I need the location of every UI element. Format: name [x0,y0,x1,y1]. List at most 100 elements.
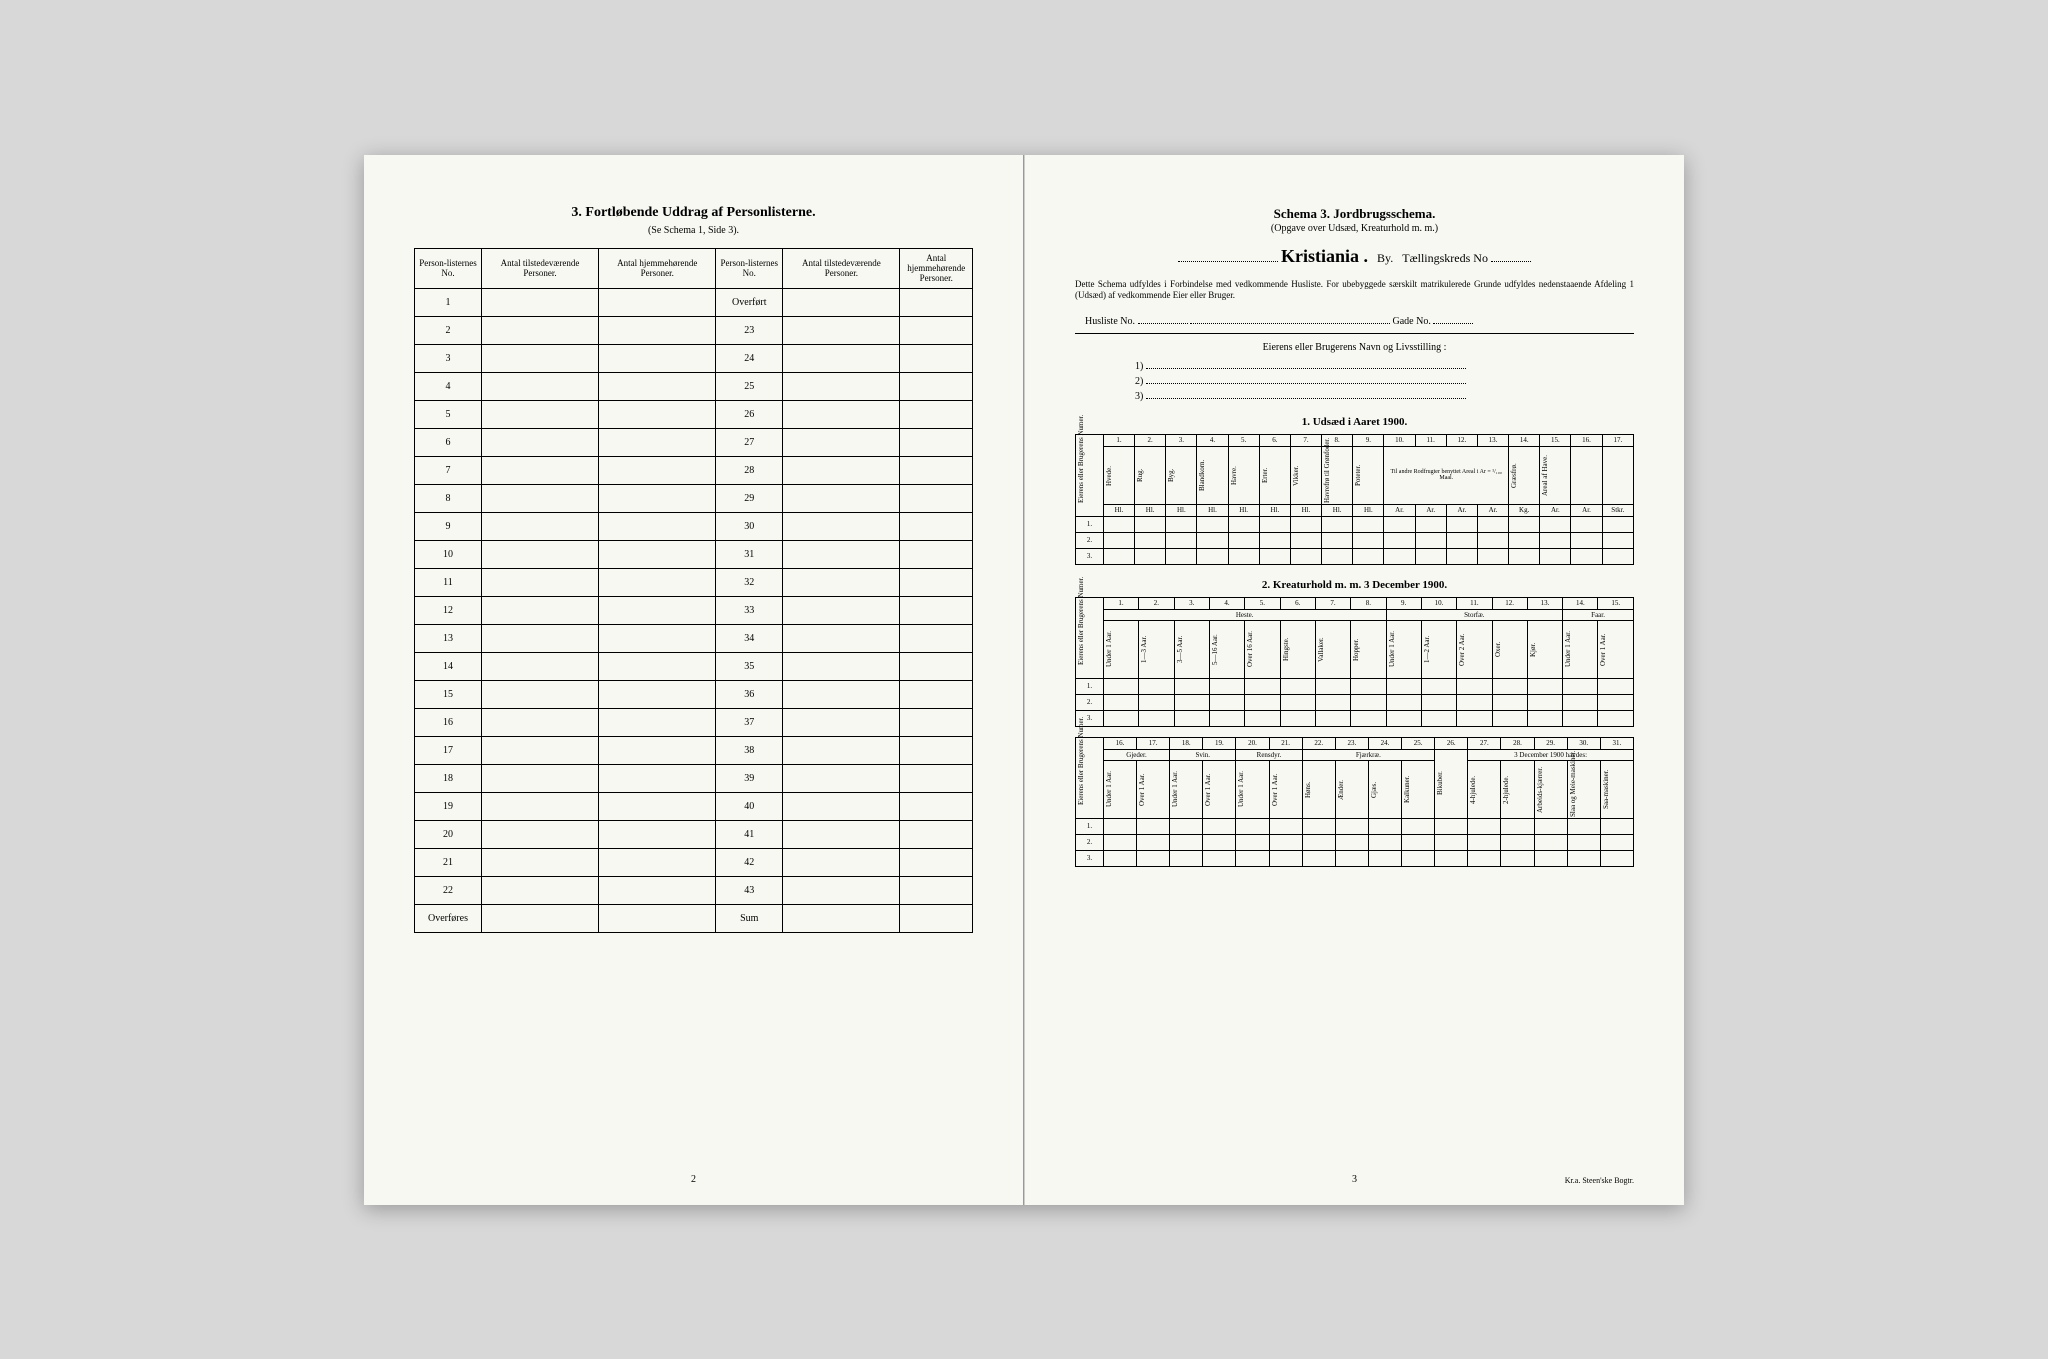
table-row: 12 33 [415,596,973,624]
kreatur-table: Eierens eller Brugerens Numer.1.2.3.4.5.… [1075,597,1634,727]
table-row: 2 23 [415,316,973,344]
row-no: 20 [415,820,482,848]
section1-title: 1. Udsæd i Aaret 1900. [1075,416,1634,428]
row-no-r: 30 [716,512,783,540]
row-no-r: 32 [716,568,783,596]
husliste-label: Husliste No. [1085,316,1135,327]
intro-text: Dette Schema udfyldes i Forbindelse med … [1075,279,1634,302]
table-row: Overføres Sum [415,904,973,932]
book-spread: 3. Fortløbende Uddrag af Personlisterne.… [364,155,1684,1205]
table-row: 1536 [415,680,973,708]
row-no: 6 [415,428,482,456]
row-no-r: 38 [716,736,783,764]
city-line: Kristiania . By. Tællingskreds No [1075,246,1634,267]
th-col2: Antal tilstedeværende Personer. [481,248,598,288]
num-3-line [1146,398,1466,399]
row-no-r: 34 [716,624,783,652]
th-col4: Person-listernes No. [716,248,783,288]
table-row: 7 28 [415,456,973,484]
row-no: 15 [415,680,482,708]
udsaed-table: Eierens eller Brugerens Numer.1.2.3.4.5.… [1075,434,1634,565]
kreds-label: Tællingskreds No [1402,251,1488,265]
left-title: 3. Fortløbende Uddrag af Personlisterne. [414,205,973,221]
row-no-r: 27 [716,428,783,456]
table-row: 1839 [415,764,973,792]
table-row: 1 Overført [415,288,973,316]
table-row: 1940 [415,792,973,820]
by-label: By. [1377,251,1393,265]
row-no: Overføres [415,904,482,932]
row-no: 8 [415,484,482,512]
husliste-line: Husliste No. Gade No. [1075,316,1634,327]
table-row: 8 29 [415,484,973,512]
person-table: Person-listernes No. Antal tilstedeværen… [414,248,973,933]
row-no-r: 39 [716,764,783,792]
row-no: 21 [415,848,482,876]
num-1: 1) [1135,361,1143,372]
th-col1: Person-listernes No. [415,248,482,288]
row-no: 1 [415,288,482,316]
row-no-r: 37 [716,708,783,736]
table-row: 10 31 [415,540,973,568]
kreds-value [1491,261,1531,262]
city-prefix-line [1178,261,1278,262]
table-row: 6 27 [415,428,973,456]
row-no-r: 26 [716,400,783,428]
table-row: 2243 [415,876,973,904]
row-no: 18 [415,764,482,792]
table-row: 1738 [415,736,973,764]
num-1-line [1146,368,1466,369]
right-page: Schema 3. Jordbrugsschema. (Opgave over … [1024,155,1684,1205]
row-no: 10 [415,540,482,568]
row-no-r: 24 [716,344,783,372]
section2-title: 2. Kreaturhold m. m. 3 December 1900. [1075,579,1634,591]
left-page-num: 2 [364,1174,1023,1185]
row-no-r: Sum [716,904,783,932]
row-no: 4 [415,372,482,400]
row-no: 12 [415,596,482,624]
table-row: 1132 [415,568,973,596]
row-no-r: 28 [716,456,783,484]
gade-val [1433,323,1473,324]
kreatur-table-2: Eierens eller Brugerens Numer.16.17.18.1… [1075,737,1634,867]
th-col3: Antal hjemmehørende Personer. [599,248,716,288]
row-no: 2 [415,316,482,344]
num-2: 2) [1135,376,1143,387]
table-row: 3 24 [415,344,973,372]
table-row: 13 34 [415,624,973,652]
gade-label: Gade No. [1393,316,1431,327]
schema-header: Schema 3. Jordbrugsschema. (Opgave over … [1075,205,1634,234]
table-row: 5 26 [415,400,973,428]
table-row: 2041 [415,820,973,848]
schema-title: Schema 3. Jordbrugsschema. [1274,206,1436,221]
table-row: 930 [415,512,973,540]
left-subtitle: (Se Schema 1, Side 3). [414,225,973,236]
schema-sub: (Opgave over Udsæd, Kreaturhold m. m.) [1075,223,1634,234]
table-row: 14 35 [415,652,973,680]
row-no-r: 36 [716,680,783,708]
row-no-r: 29 [716,484,783,512]
th-col6: Antal hjemmehørende Personer. [900,248,973,288]
table-row: 2142 [415,848,973,876]
num-3: 3) [1135,391,1143,402]
left-page: 3. Fortløbende Uddrag af Personlisterne.… [364,155,1024,1205]
row-no-r: 33 [716,596,783,624]
row-no: 5 [415,400,482,428]
row-no: 13 [415,624,482,652]
row-no: 14 [415,652,482,680]
row-no-r: 31 [716,540,783,568]
row-no: 7 [415,456,482,484]
row-no: 17 [415,736,482,764]
row-no-r: 35 [716,652,783,680]
row-no-r: 23 [716,316,783,344]
row-no-r: 40 [716,792,783,820]
row-no: 3 [415,344,482,372]
husliste-mid [1190,323,1390,324]
row-no-r: 43 [716,876,783,904]
row-no: 19 [415,792,482,820]
row-no-r: Overført [716,288,783,316]
table-row: 4 25 [415,372,973,400]
row-no-r: 25 [716,372,783,400]
num-2-line [1146,383,1466,384]
table-row: 1637 [415,708,973,736]
